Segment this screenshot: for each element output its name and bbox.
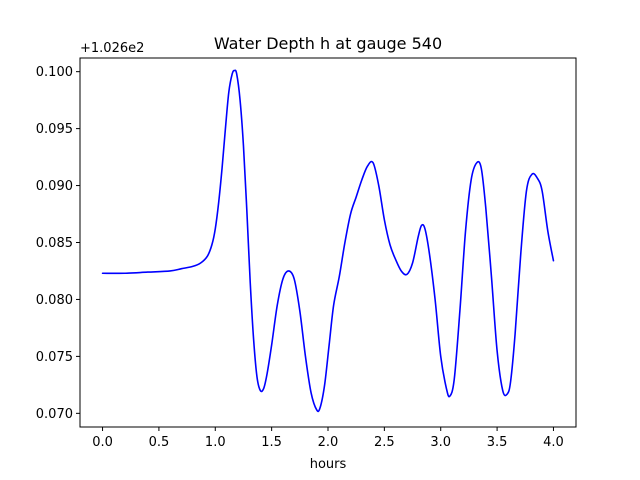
x-tick-label: 0.0	[92, 435, 113, 450]
x-axis-label: hours	[310, 457, 347, 472]
x-tick-label: 1.0	[205, 435, 226, 450]
x-tick-label: 3.5	[487, 435, 508, 450]
x-axis: 0.0 0.5 1.0 1.5 2.0 2.5 3.0 3.5 4.0	[92, 427, 564, 450]
y-axis-offset-label: +1.026e2	[80, 41, 144, 56]
x-tick-label: 1.5	[261, 435, 282, 450]
y-tick-label: 0.085	[36, 236, 73, 251]
x-tick-label: 3.0	[430, 435, 451, 450]
y-tick-label: 0.095	[36, 122, 73, 137]
x-tick-label: 2.0	[318, 435, 339, 450]
y-axis: 0.070 0.075 0.080 0.085 0.090 0.095 0.100	[36, 65, 80, 422]
series-line	[101, 69, 555, 413]
y-tick-label: 0.075	[36, 350, 73, 365]
plot-area	[79, 57, 577, 428]
y-tick-label: 0.100	[36, 65, 73, 80]
chart-title: Water Depth h at gauge 540	[214, 34, 442, 53]
y-tick-label: 0.080	[36, 293, 73, 308]
x-tick-label: 2.5	[374, 435, 395, 450]
plot-frame	[79, 57, 577, 428]
y-tick-label: 0.070	[36, 407, 73, 422]
y-tick-label: 0.090	[36, 179, 73, 194]
x-tick-label: 0.5	[149, 435, 170, 450]
x-tick-label: 4.0	[543, 435, 564, 450]
